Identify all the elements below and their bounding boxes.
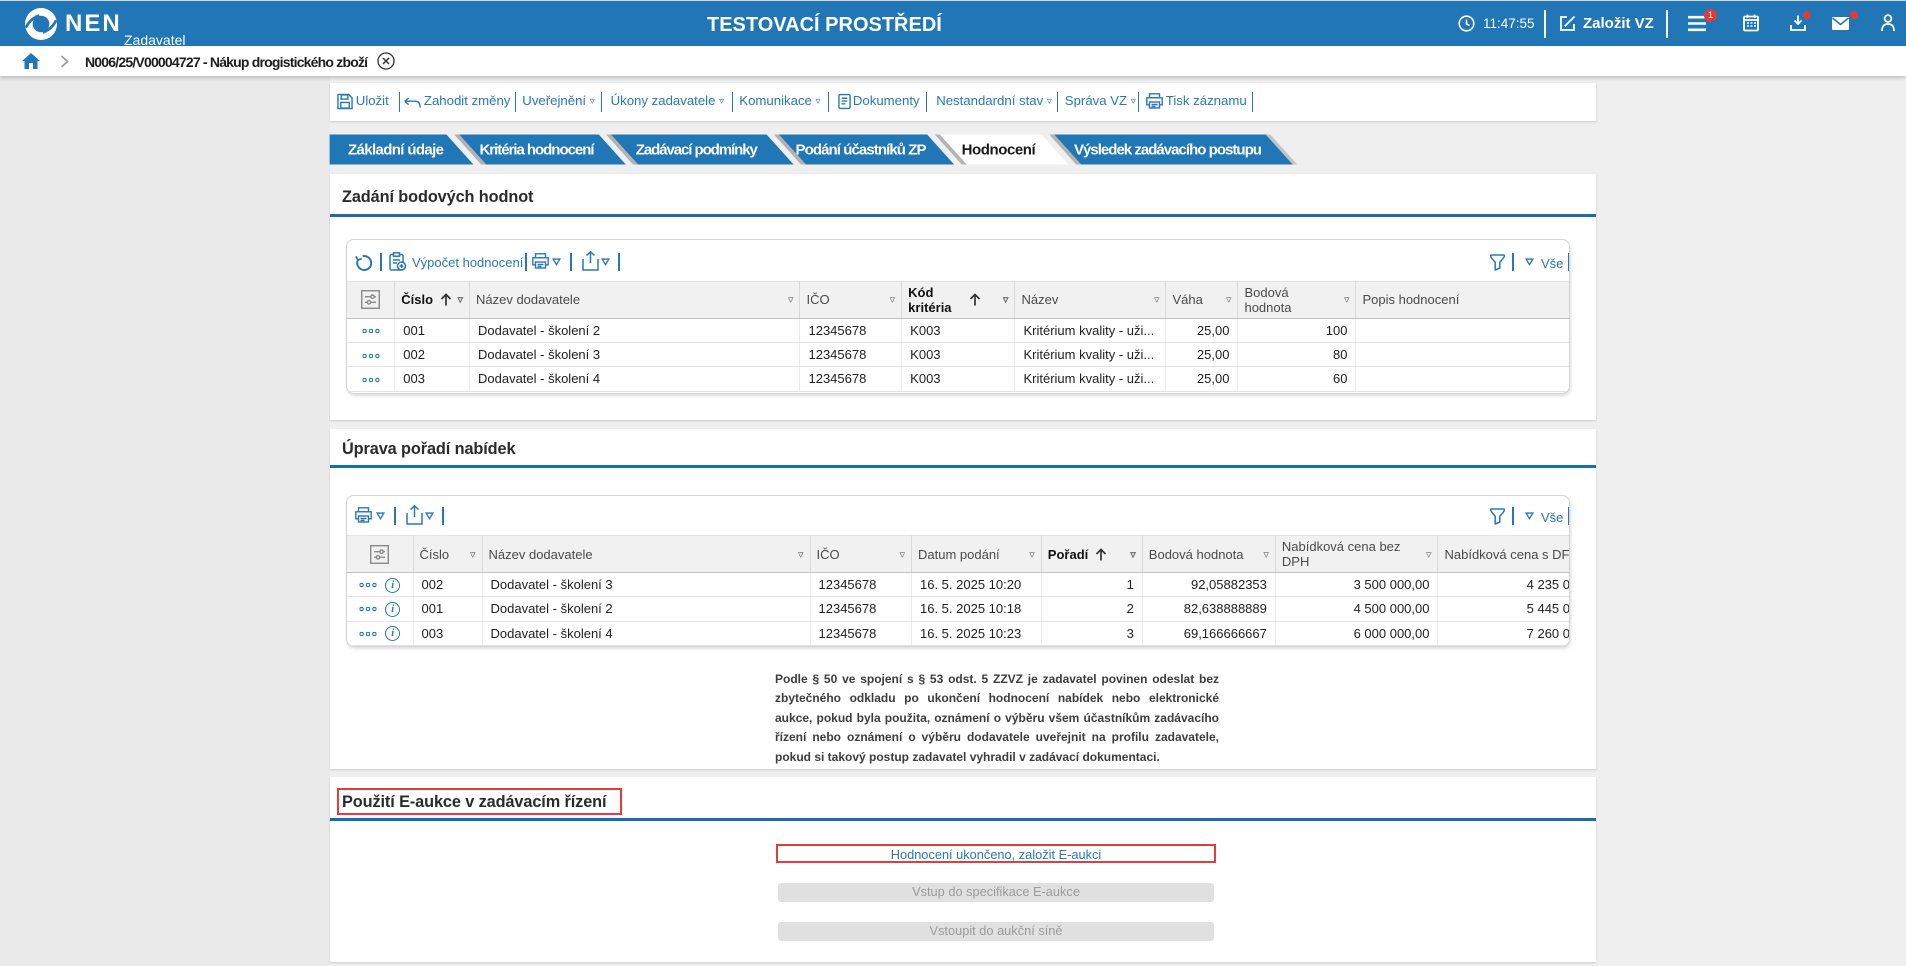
svg-text:Podání účastníků ZP: Podání účastníků ZP: [796, 142, 927, 159]
svg-text:Zadávací podmínky: Zadávací podmínky: [636, 142, 759, 159]
svg-text:Výsledek zadávacího postupu: Výsledek zadávacího postupu: [1074, 142, 1262, 159]
svg-text:Hodnocení: Hodnocení: [962, 142, 1037, 159]
svg-text:Kritéria hodnocení: Kritéria hodnocení: [480, 142, 596, 159]
svg-text:Základní údaje: Základní údaje: [348, 142, 444, 159]
